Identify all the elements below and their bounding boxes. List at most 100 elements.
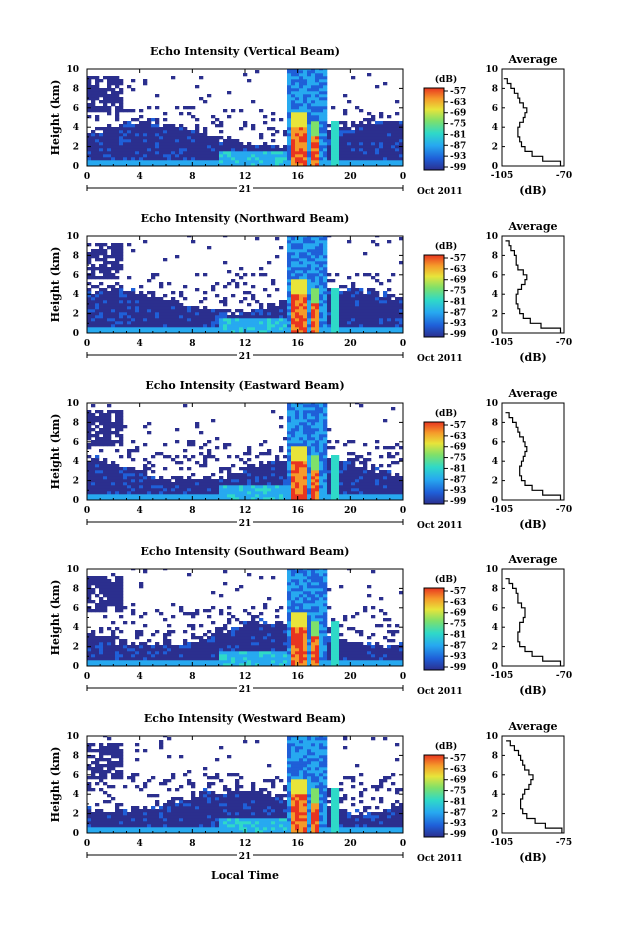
echo-cell (339, 318, 344, 322)
echo-cell (367, 306, 372, 310)
echo-cell (195, 321, 200, 325)
echo-cell (291, 491, 296, 495)
echo-cell (291, 252, 296, 256)
colorbar-tick-label: -69 (450, 276, 466, 286)
echo-cell (215, 327, 220, 331)
echo-cell (263, 330, 268, 333)
echo-cell (291, 118, 296, 122)
echo-cell (295, 312, 300, 316)
echo-cell (303, 148, 308, 152)
echo-cell (259, 660, 264, 664)
echo-cell (199, 446, 204, 450)
echo-cell (307, 449, 312, 453)
echo-cell (399, 303, 403, 307)
echo-cell (343, 294, 348, 298)
echo-cell (99, 576, 104, 580)
echo-cell (131, 645, 136, 649)
echo-cell (175, 485, 180, 489)
echo-cell (303, 285, 308, 289)
echo-cell (187, 494, 192, 498)
echo-cell (251, 467, 256, 471)
echo-cell (395, 163, 400, 166)
echo-cell (87, 243, 92, 247)
echo-cell (231, 663, 236, 666)
echo-cell (215, 654, 220, 658)
echo-cell (235, 476, 240, 480)
echo-cell (319, 419, 324, 423)
echo-cell (251, 651, 256, 655)
echo-cell (207, 488, 212, 492)
echo-cell (99, 476, 104, 480)
echo-cell (143, 485, 148, 489)
echo-cell (151, 151, 156, 155)
echo-cell (99, 270, 104, 274)
echo-cell (175, 488, 180, 492)
echo-cell (287, 461, 292, 465)
echo-cell (115, 476, 120, 480)
echo-cell (303, 276, 308, 280)
echo-cell (291, 404, 296, 408)
echo-cell (115, 309, 120, 313)
echo-cell (275, 327, 280, 331)
echo-cell (383, 154, 388, 158)
echo-cell (295, 70, 300, 74)
echo-cell (367, 133, 372, 137)
echo-cell (111, 79, 116, 83)
echo-cell (195, 288, 200, 292)
echo-cell (131, 88, 136, 92)
echo-cell (303, 264, 308, 268)
echo-cell (199, 645, 204, 649)
echo-cell (119, 467, 124, 471)
echo-cell (111, 443, 116, 447)
echo-cell (267, 306, 272, 310)
echo-cell (147, 431, 152, 435)
echo-cell (119, 306, 124, 310)
echo-cell (399, 446, 403, 450)
echo-cell (323, 446, 328, 450)
echo-cell (371, 494, 376, 498)
echo-cell (111, 431, 116, 435)
echo-cell (115, 654, 120, 658)
echo-cell (107, 636, 112, 640)
echo-cell (299, 410, 304, 414)
echo-cell (323, 452, 328, 456)
echo-cell (355, 291, 360, 295)
echo-cell (99, 243, 104, 247)
echo-cell (255, 636, 260, 640)
echo-cell (295, 464, 300, 468)
echo-cell (347, 303, 352, 307)
echo-cell (343, 464, 348, 468)
echo-cell (171, 157, 176, 161)
echo-cell (315, 306, 320, 310)
echo-cell (119, 609, 124, 613)
echo-cell (127, 151, 132, 155)
echo-cell (275, 497, 280, 500)
echo-cell (143, 488, 148, 492)
echo-cell (99, 410, 104, 414)
echo-cell (259, 654, 264, 658)
echo-cell (315, 318, 320, 322)
echo-cell (123, 642, 128, 646)
colorbar-tick-label: -57 (450, 421, 466, 431)
echo-cell (175, 163, 180, 166)
echo-cell (335, 124, 340, 128)
echo-cell (375, 440, 380, 444)
echo-cell (119, 109, 124, 113)
echo-cell (299, 139, 304, 143)
average-profile-line (505, 412, 562, 500)
echo-cell (287, 69, 292, 71)
echo-cell (107, 663, 112, 666)
echo-cell (223, 261, 228, 265)
echo-cell (295, 69, 300, 71)
echo-cell (351, 297, 356, 301)
echo-cell (163, 127, 168, 131)
echo-cell (255, 154, 260, 158)
echo-cell (203, 479, 208, 483)
echo-cell (163, 330, 168, 333)
echo-cell (391, 127, 396, 131)
echo-cell (367, 470, 372, 474)
echo-cell (99, 488, 104, 492)
echo-cell (183, 648, 188, 652)
heatmap-body (87, 69, 403, 166)
echo-cell (343, 127, 348, 131)
